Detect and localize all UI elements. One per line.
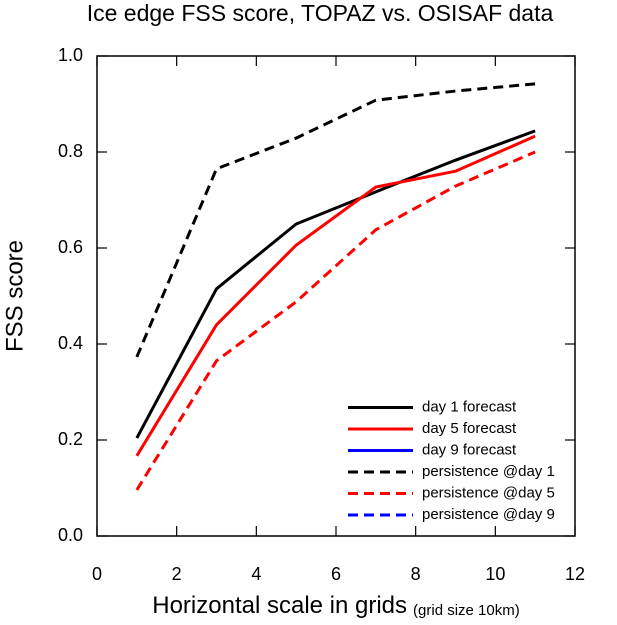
y-tick-label: 0.6 <box>58 237 83 257</box>
x-tick-label: 0 <box>92 564 102 584</box>
x-tick-label: 8 <box>411 564 421 584</box>
x-axis-label-main: Horizontal scale in grids <box>152 592 407 619</box>
legend-label: persistence @day 1 <box>422 463 555 480</box>
x-tick-label: 10 <box>485 564 505 584</box>
x-tick-label: 12 <box>565 564 585 584</box>
y-tick-label: 0.0 <box>58 525 83 545</box>
legend-label: day 5 forecast <box>422 420 517 437</box>
x-axis-label-note: (grid size 10km) <box>413 602 520 619</box>
series-line <box>135 129 536 439</box>
x-tick-label: 4 <box>251 564 261 584</box>
legend-label: persistence @day 9 <box>422 506 555 523</box>
x-tick-label: 6 <box>331 564 341 584</box>
series-line <box>135 82 536 358</box>
y-tick-label: 0.8 <box>58 141 83 161</box>
y-tick-label: 0.4 <box>58 333 83 353</box>
y-tick-label: 0.2 <box>58 429 83 449</box>
x-tick-label: 2 <box>172 564 182 584</box>
legend-label: day 9 forecast <box>422 441 517 458</box>
series-line <box>135 134 536 457</box>
series-line <box>135 150 536 491</box>
x-axis-label: Horizontal scale in grids (grid size 10km… <box>152 592 519 619</box>
legend-label: persistence @day 5 <box>422 484 555 501</box>
y-tick-label: 1.0 <box>58 45 83 65</box>
chart-title: Ice edge FSS score, TOPAZ vs. OSISAF dat… <box>87 0 554 26</box>
legend-label: day 1 forecast <box>422 398 517 415</box>
y-axis-label: FSS score <box>1 240 28 352</box>
